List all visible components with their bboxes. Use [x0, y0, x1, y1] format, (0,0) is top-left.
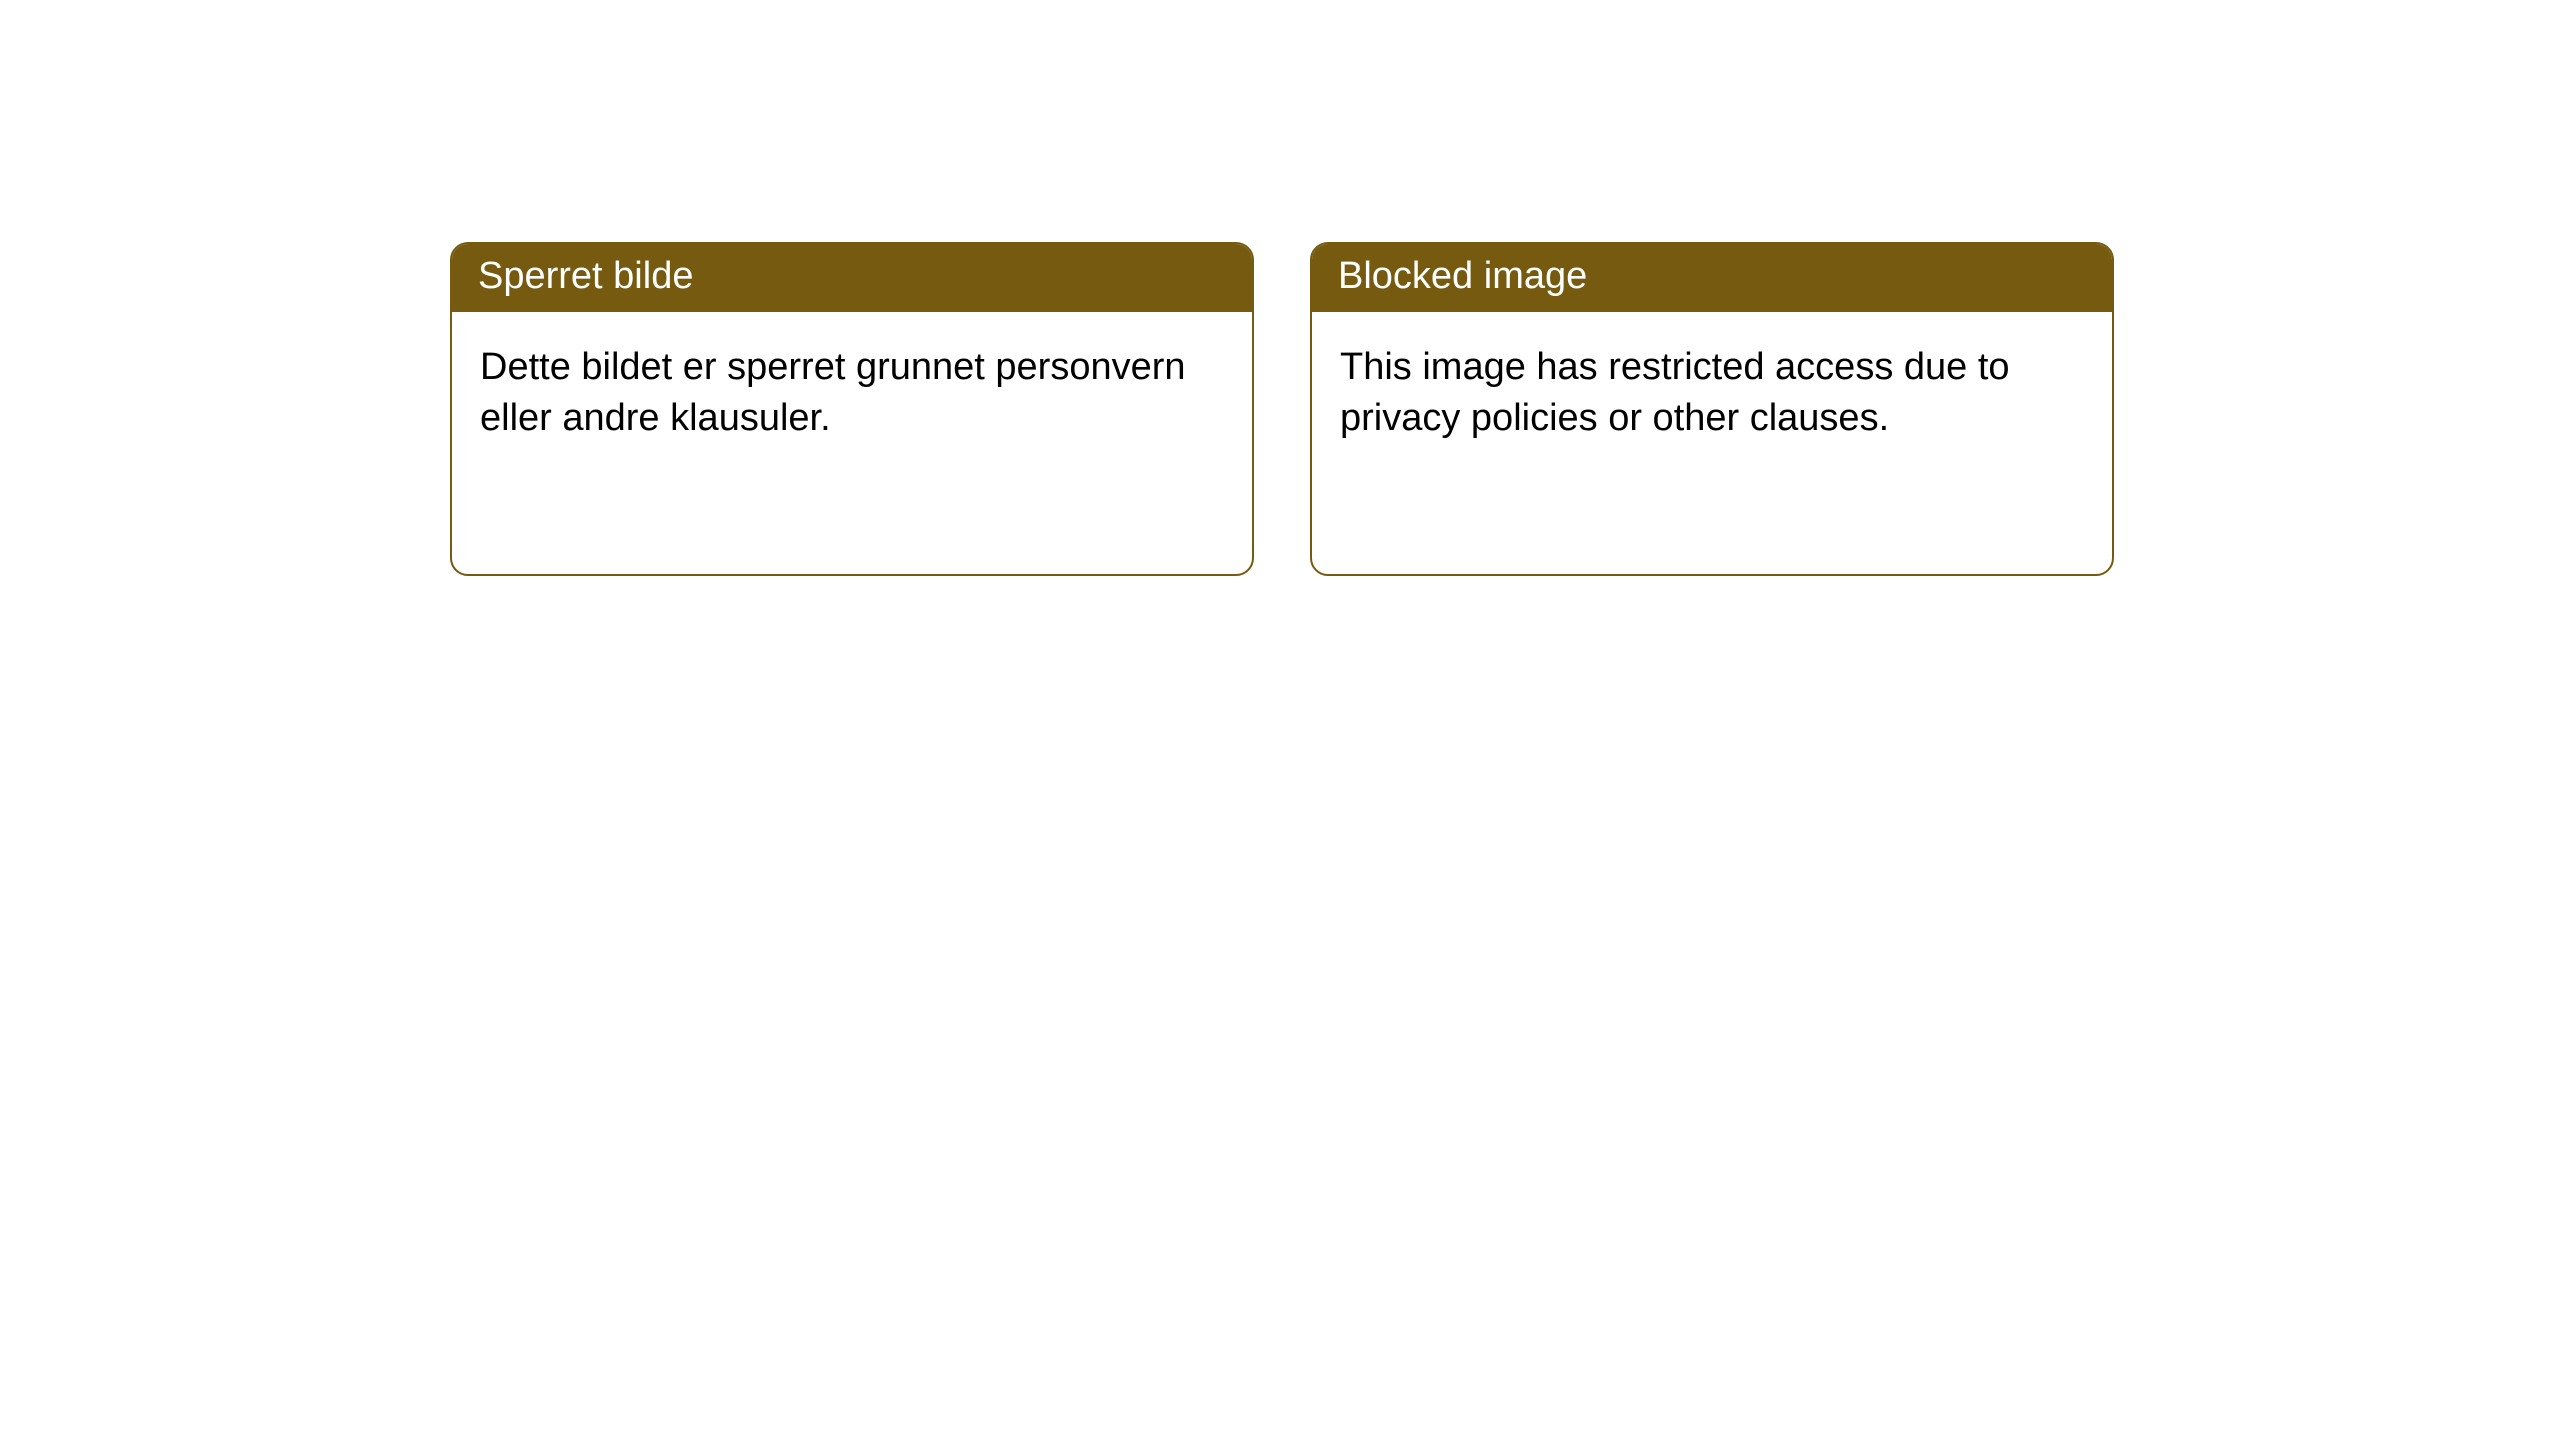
notice-card-english: Blocked image This image has restricted …	[1310, 242, 2114, 576]
notice-cards-container: Sperret bilde Dette bildet er sperret gr…	[0, 0, 2560, 576]
notice-card-norwegian: Sperret bilde Dette bildet er sperret gr…	[450, 242, 1254, 576]
card-title: Blocked image	[1312, 244, 2112, 312]
card-title: Sperret bilde	[452, 244, 1252, 312]
card-body-text: Dette bildet er sperret grunnet personve…	[452, 312, 1252, 475]
card-body-text: This image has restricted access due to …	[1312, 312, 2112, 475]
